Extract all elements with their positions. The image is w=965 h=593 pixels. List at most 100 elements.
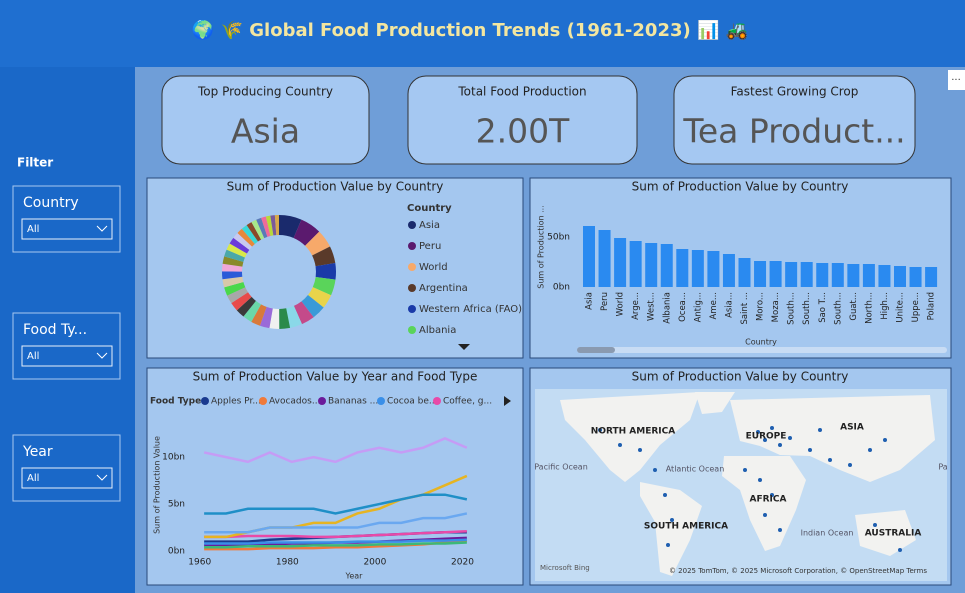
- map-label: AUSTRALIA: [865, 529, 922, 539]
- kpi-card: [673, 75, 916, 165]
- more-icon[interactable]: ···: [951, 75, 961, 86]
- legend-swatch: [201, 397, 209, 405]
- donut-slice: [305, 231, 331, 256]
- donut-slice: [259, 306, 273, 329]
- map-label: Atlantic Ocean: [666, 465, 725, 474]
- land: [722, 456, 806, 551]
- donut-slice: [251, 219, 265, 240]
- donut-slice: [261, 216, 271, 237]
- donut-slice: [222, 256, 244, 267]
- x-tick-label: Uppe...: [911, 292, 921, 322]
- legend-swatch: [408, 305, 416, 313]
- x-tick-label: Unite...: [896, 292, 906, 323]
- kpi-card: [407, 75, 638, 165]
- x-tick-label: World: [616, 292, 626, 316]
- legend-swatch: [318, 397, 326, 405]
- donut-slice: [293, 219, 320, 246]
- land: [695, 392, 735, 414]
- more-options[interactable]: [948, 70, 965, 90]
- donut-slice: [241, 225, 258, 244]
- x-tick-label: Moza...: [771, 292, 781, 322]
- map-brand: Microsoft Bing: [540, 564, 590, 572]
- x-axis-label: Year: [345, 572, 364, 581]
- legend-next[interactable]: [504, 396, 511, 406]
- legend-label: Peru: [419, 241, 441, 252]
- donut-slice: [315, 263, 336, 280]
- x-tick-label: 1960: [188, 558, 211, 568]
- donut-slice: [222, 263, 243, 272]
- land: [640, 482, 702, 576]
- slicer-value: All: [27, 224, 39, 235]
- slicer-label: Food Ty...: [23, 322, 87, 338]
- chart-title: Sum of Production Value by Country: [632, 180, 849, 194]
- bar: [816, 263, 829, 287]
- map-attribution: © 2025 TomTom, © 2025 Microsoft Corporat…: [669, 567, 927, 575]
- donut-slice: [246, 222, 262, 242]
- x-tick-label: Peru: [600, 292, 610, 311]
- land: [730, 395, 935, 482]
- kpi-value: 2.00T: [476, 112, 570, 151]
- donut-slice: [293, 301, 314, 325]
- chevron: [96, 352, 108, 359]
- legend-swatch: [433, 397, 441, 405]
- legend-label: World: [419, 262, 448, 273]
- kpi-title: Total Food Production: [457, 85, 586, 99]
- kpi-title: Top Producing Country: [197, 85, 333, 99]
- x-tick-label: Poland: [927, 292, 937, 320]
- chevron: [96, 474, 108, 481]
- x-tick-label: West...: [647, 292, 657, 321]
- donut-slice: [226, 243, 247, 258]
- line: [203, 437, 468, 464]
- legend-scroll[interactable]: [458, 344, 470, 350]
- slicer-dropdown[interactable]: [21, 345, 113, 367]
- slicer-box: [12, 434, 121, 502]
- slicer-label: Year: [22, 444, 53, 460]
- scrollbar[interactable]: [577, 347, 947, 353]
- map-label: AFRICA: [750, 495, 787, 505]
- donut-slice: [251, 304, 267, 326]
- map-label: EUROPE: [746, 432, 787, 442]
- bar: [785, 262, 798, 287]
- scroll-thumb[interactable]: [577, 347, 615, 353]
- donut-slice: [312, 276, 336, 296]
- donut-slice: [269, 308, 280, 329]
- line: [204, 541, 467, 549]
- bar: [660, 244, 673, 287]
- slicer-dropdown[interactable]: [21, 218, 113, 240]
- legend-label: Western Africa (FAO): [419, 304, 522, 315]
- chart-title: Sum of Production Value by Country: [227, 180, 444, 194]
- bar: [800, 262, 813, 287]
- legend-label: Cocoa be...: [387, 397, 437, 407]
- x-tick-label: Asia: [585, 292, 595, 310]
- slicer-value: All: [27, 351, 39, 362]
- x-tick-label: South...: [787, 292, 797, 325]
- line: [204, 512, 468, 534]
- legend-title: Country: [407, 203, 452, 214]
- donut-slice: [265, 215, 274, 236]
- sidebar: [0, 67, 135, 593]
- donut-slice: [256, 217, 268, 239]
- map[interactable]: [535, 389, 947, 581]
- legend-label: Coffee, g...: [443, 397, 492, 407]
- legend-swatch: [408, 263, 416, 271]
- line: [204, 538, 467, 545]
- chart-title: Sum of Production Value by Country: [632, 370, 849, 384]
- slicer-box: [12, 312, 121, 380]
- legend-swatch: [259, 397, 267, 405]
- slicer-dropdown[interactable]: [21, 467, 113, 489]
- donut-slice: [224, 249, 245, 262]
- legend-swatch: [377, 397, 385, 405]
- slicer-value: All: [27, 473, 39, 484]
- bar: [583, 226, 595, 287]
- donut-slice: [236, 296, 256, 317]
- donut-slice: [224, 282, 246, 296]
- map-label: Indian Ocean: [801, 529, 854, 538]
- slicer-label: Country: [23, 195, 79, 211]
- x-tick-label: Arge...: [631, 292, 641, 320]
- bar: [878, 265, 891, 287]
- x-tick-label: North...: [864, 292, 874, 324]
- bar: [629, 241, 642, 287]
- line: [204, 530, 467, 539]
- y-tick-label: 5bn: [168, 500, 185, 510]
